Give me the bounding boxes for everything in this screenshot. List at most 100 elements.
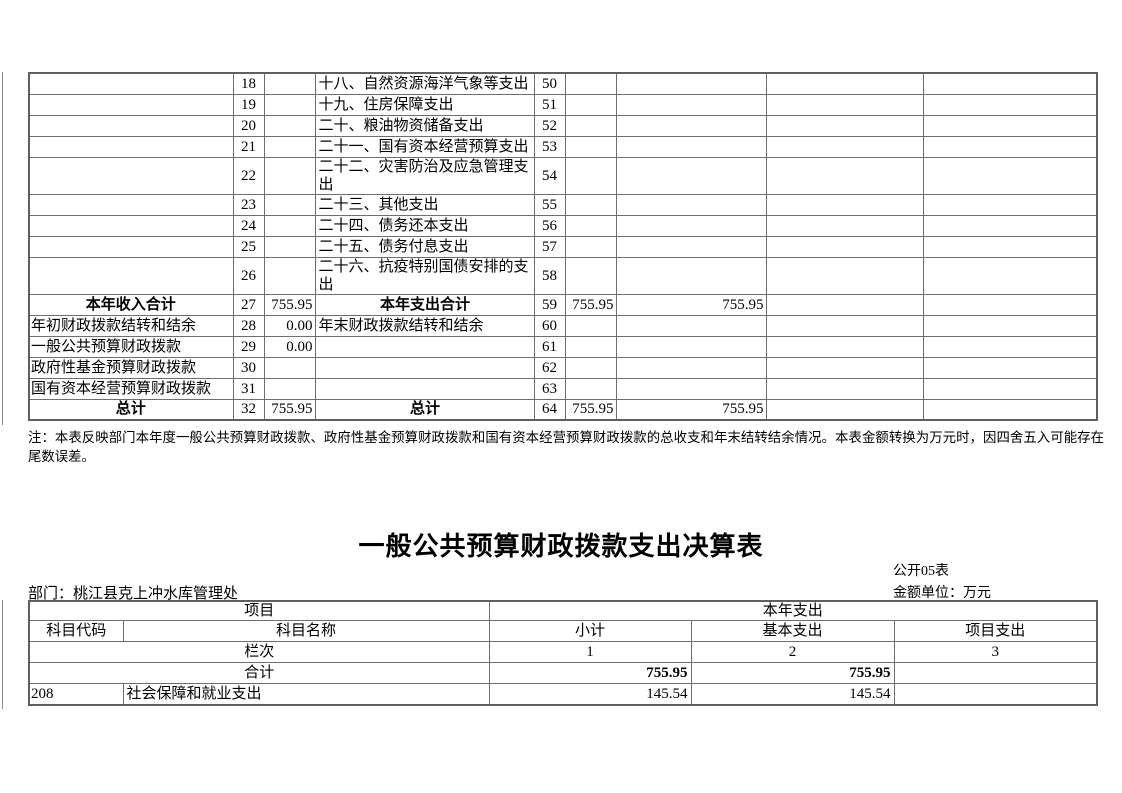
table-cell <box>564 156 617 195</box>
table-cell <box>922 256 1098 295</box>
table-cell <box>765 93 924 116</box>
table-cell <box>28 193 234 216</box>
table-cell <box>765 314 924 337</box>
table-cell <box>765 256 924 295</box>
table-cell <box>263 135 316 158</box>
table-cell: 22 <box>232 156 265 195</box>
table-cell <box>765 293 924 316</box>
table-cell: 755.95 <box>564 398 617 421</box>
table-row: 本年收入合计 27 755.95 本年支出合计 59 755.95 755.95 <box>28 293 1098 316</box>
subject-name-cell: 社会保障和就业支出 <box>122 683 490 705</box>
subtotal-cell: 145.54 <box>488 683 692 705</box>
page-edge-line <box>2 600 3 709</box>
table-cell: 二十四、债务还本支出 <box>314 214 535 237</box>
table-cell: 755.95 <box>564 293 617 316</box>
table-cell <box>922 72 1098 95</box>
table-cell <box>564 214 617 237</box>
table-row: 26 二十六、抗疫特别国债安排的支出 58 <box>28 256 1098 295</box>
table-cell <box>28 156 234 195</box>
table-cell <box>765 114 924 137</box>
header-project: 项目 <box>28 600 490 621</box>
table-cell <box>564 377 617 400</box>
table-cell: 一般公共预算财政拨款 <box>28 335 234 358</box>
table-row: 18 十八、自然资源海洋气象等支出 50 <box>28 72 1098 95</box>
column-index-2: 2 <box>690 641 895 663</box>
table-cell: 62 <box>533 356 566 379</box>
department-label: 部门：桃江县克上冲水库管理处 <box>28 586 239 602</box>
table-cell <box>28 235 234 258</box>
header-project-expense: 项目支出 <box>893 620 1098 642</box>
table-cell: 28 <box>232 314 265 337</box>
table-cell <box>922 135 1098 158</box>
table-cell <box>922 214 1098 237</box>
table-cell: 二十三、其他支出 <box>314 193 535 216</box>
table-cell: 54 <box>533 156 566 195</box>
table-cell: 32 <box>232 398 265 421</box>
table-cell <box>615 135 767 158</box>
table-cell: 53 <box>533 135 566 158</box>
table-cell <box>922 93 1098 116</box>
table-row: 国有资本经营预算财政拨款 31 63 <box>28 377 1098 400</box>
table-cell: 29 <box>232 335 265 358</box>
table-cell: 55 <box>533 193 566 216</box>
table-cell <box>922 398 1098 421</box>
table-code-label: 公开05表 <box>893 564 949 579</box>
table-cell <box>564 135 617 158</box>
table-cell <box>615 235 767 258</box>
table-row: 23 二十三、其他支出 55 <box>28 193 1098 216</box>
table-cell <box>314 335 535 358</box>
header-subject-code: 科目代码 <box>28 620 124 642</box>
table-cell: 755.95 <box>263 293 316 316</box>
table-row: 年初财政拨款结转和结余 28 0.00 年末财政拨款结转和结余 60 <box>28 314 1098 337</box>
project-expense-cell <box>893 662 1098 684</box>
table-cell <box>28 256 234 295</box>
table-cell: 政府性基金预算财政拨款 <box>28 356 234 379</box>
table-cell: 本年支出合计 <box>314 293 535 316</box>
table-row: 19 十九、住房保障支出 51 <box>28 93 1098 116</box>
table-cell <box>922 193 1098 216</box>
table-cell <box>314 377 535 400</box>
table-cell: 60 <box>533 314 566 337</box>
table-cell <box>564 335 617 358</box>
table-cell: 总计 <box>314 398 535 421</box>
page-title: 一般公共预算财政拨款支出决算表 <box>358 532 764 561</box>
table-cell <box>922 377 1098 400</box>
table-cell: 24 <box>232 214 265 237</box>
table-cell <box>765 356 924 379</box>
table-cell <box>28 72 234 95</box>
table-cell: 总计 <box>28 398 234 421</box>
bottom-table-body: 合计 755.95 755.95 208 社会保障和就业支出 145.54 145.54 <box>28 662 1098 705</box>
table-cell: 57 <box>533 235 566 258</box>
table-cell <box>263 356 316 379</box>
table-cell <box>564 235 617 258</box>
table-cell <box>564 356 617 379</box>
table-row: 25 二十五、债务付息支出 57 <box>28 235 1098 258</box>
table-cell: 国有资本经营预算财政拨款 <box>28 377 234 400</box>
table-cell <box>765 135 924 158</box>
table-cell <box>922 114 1098 137</box>
table-cell: 63 <box>533 377 566 400</box>
table-row: 208 社会保障和就业支出 145.54 145.54 <box>28 683 1098 705</box>
table-cell: 58 <box>533 256 566 295</box>
table-cell <box>615 114 767 137</box>
table-cell: 755.95 <box>615 293 767 316</box>
table-cell <box>263 114 316 137</box>
table-cell: 64 <box>533 398 566 421</box>
table-cell: 二十、粮油物资储备支出 <box>314 114 535 137</box>
table-cell <box>765 72 924 95</box>
table-cell <box>615 156 767 195</box>
table-cell <box>263 256 316 295</box>
table-cell: 二十六、抗疫特别国债安排的支出 <box>314 256 535 295</box>
table-cell <box>564 72 617 95</box>
table-cell <box>765 156 924 195</box>
general-public-budget-expenditure-table: 项目 本年支出 科目代码 科目名称 小计 基本支出 项目支出 栏次 1 2 3 … <box>28 600 1099 706</box>
top-table-body: 18 十八、自然资源海洋气象等支出 50 19 十九、住房保障支出 51 20 二十、粮油物资… <box>28 72 1098 421</box>
table-cell <box>28 135 234 158</box>
table-cell <box>765 377 924 400</box>
table-cell <box>765 193 924 216</box>
table-cell: 25 <box>232 235 265 258</box>
table-cell <box>615 93 767 116</box>
table-row: 22 二十二、灾害防治及应急管理支出 54 <box>28 156 1098 195</box>
table-cell: 59 <box>533 293 566 316</box>
table-cell: 年末财政拨款结转和结余 <box>314 314 535 337</box>
